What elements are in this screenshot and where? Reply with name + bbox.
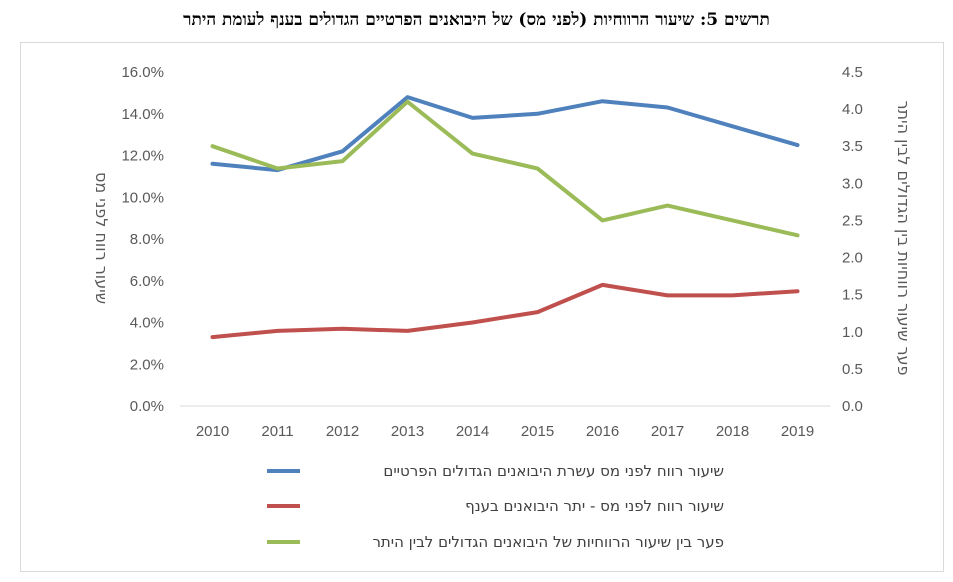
y2-axis-label: פער שיעור רווחיות בין הגדולים לבין היתר — [894, 100, 913, 375]
x-tick-label: 2019 — [781, 423, 814, 440]
x-tick-label: 2010 — [196, 423, 229, 440]
y2-tick-label: 4.0 — [842, 101, 863, 118]
legend-label-2: שיעור רווח לפני מס - יתר היבואנים בענף — [465, 497, 724, 515]
y-tick-label: 2.0% — [130, 356, 164, 373]
y2-tick-label: 1.5 — [842, 287, 863, 304]
x-tick-label: 2017 — [651, 423, 684, 440]
legend-label-3: פער בין שיעור הרווחיות של היבואנים הגדול… — [372, 533, 724, 551]
x-tick-label: 2018 — [716, 423, 749, 440]
y-tick-label: 10.0% — [121, 189, 164, 206]
y2-tick-label: 2.0 — [842, 250, 863, 267]
legend: שיעור רווח לפני מס עשרת היבואנים הגדולים… — [267, 462, 724, 551]
y2-tick-label: 0.5 — [842, 361, 863, 378]
y2-axis-ticks: 0.0 0.5 1.0 1.5 2.0 2.5 3.0 3.5 4.0 4.5 — [842, 64, 863, 415]
y2-tick-label: 1.0 — [842, 324, 863, 341]
series-line-2 — [210, 282, 800, 340]
series-line-3 — [210, 99, 800, 238]
y-tick-label: 12.0% — [121, 148, 164, 165]
y-tick-label: 0.0% — [130, 398, 164, 415]
y2-tick-label: 2.5 — [842, 212, 863, 229]
y2-tick-label: 3.5 — [842, 138, 863, 155]
x-tick-label: 2015 — [521, 423, 554, 440]
chart-frame — [20, 42, 944, 572]
x-tick-label: 2014 — [456, 423, 489, 440]
y2-tick-label: 4.5 — [842, 64, 863, 81]
legend-label-1: שיעור רווח לפני מס עשרת היבואנים הגדולים… — [383, 462, 724, 480]
y-tick-label: 6.0% — [130, 273, 164, 290]
y2-tick-label: 3.0 — [842, 175, 863, 192]
x-tick-label: 2012 — [326, 423, 359, 440]
x-axis-ticks: 2010 2011 2012 2013 2014 2015 2016 2017 2018 2019 — [196, 423, 814, 440]
x-tick-label: 2016 — [586, 423, 619, 440]
x-tick-label: 2011 — [261, 423, 293, 440]
y-tick-label: 8.0% — [130, 231, 164, 248]
series-line-1 — [210, 95, 800, 173]
y2-tick-label: 0.0 — [842, 398, 863, 415]
page-title: תרשים 5: שיעור הרווחיות (לפני מס) של היב… — [183, 10, 770, 30]
y-tick-label: 16.0% — [121, 64, 164, 81]
x-tick-label: 2013 — [391, 423, 424, 440]
y-tick-label: 14.0% — [121, 106, 164, 123]
y-axis-ticks: 0.0% 2.0% 4.0% 6.0% 8.0% 10.0% 12.0% 14.0% 16.0% — [121, 64, 164, 415]
y-tick-label: 4.0% — [130, 315, 164, 332]
series-lines — [210, 95, 800, 340]
y-axis-label: שיעור רווח לפני מס — [92, 172, 111, 304]
